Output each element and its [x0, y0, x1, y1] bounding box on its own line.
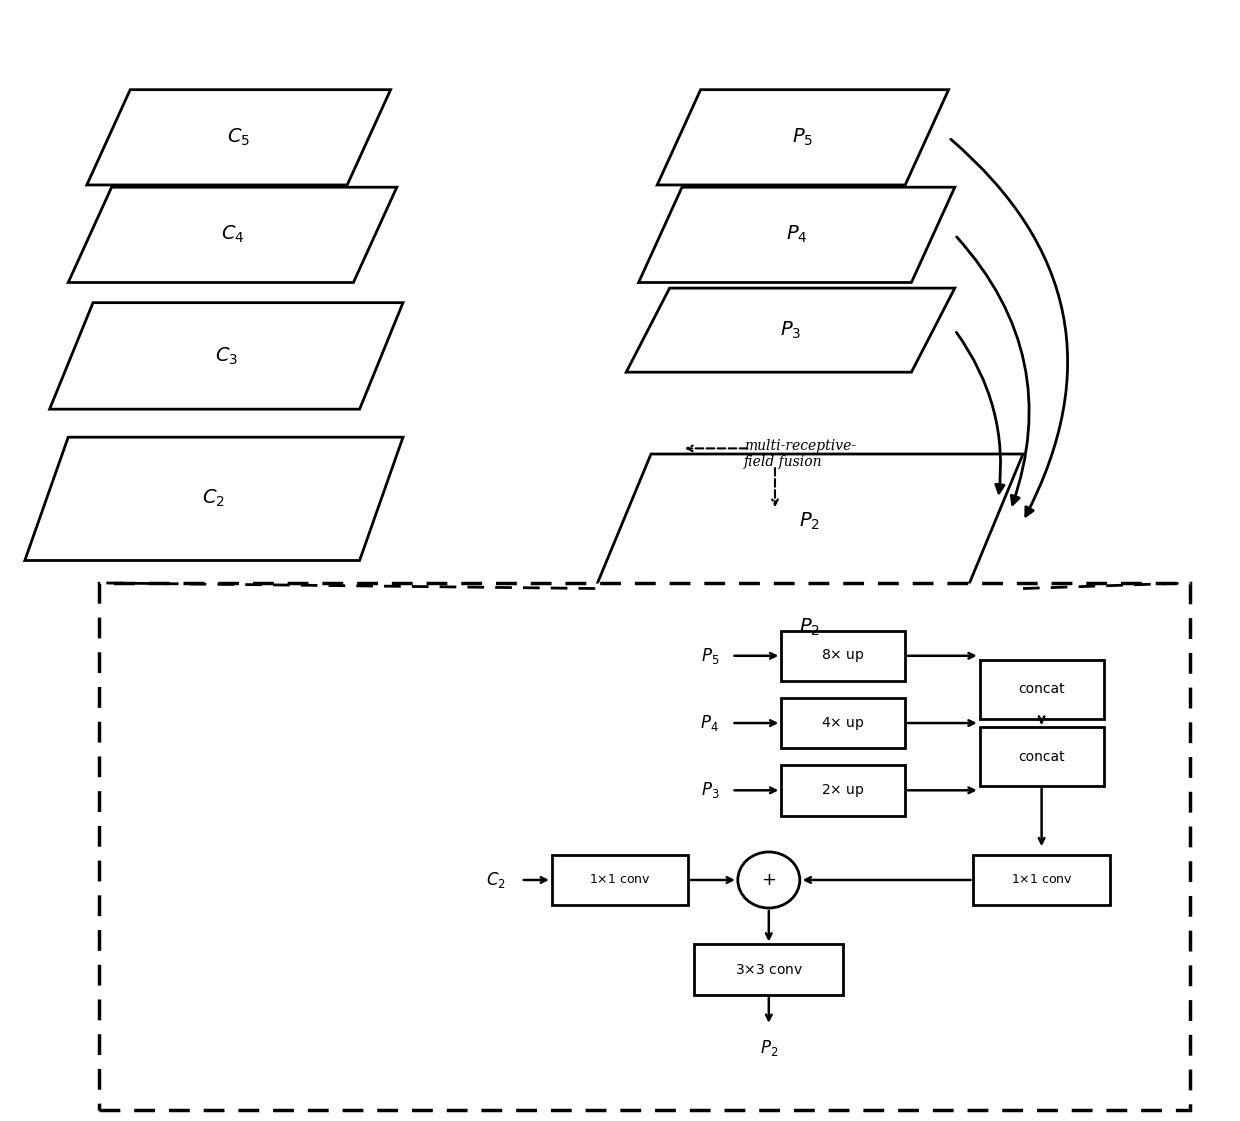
Text: 3$\times$3 conv: 3$\times$3 conv [734, 963, 804, 976]
Polygon shape [68, 187, 397, 282]
Text: 2$\times$ up: 2$\times$ up [821, 781, 866, 799]
FancyArrowPatch shape [957, 237, 1029, 504]
Polygon shape [50, 303, 403, 409]
Text: 8$\times$ up: 8$\times$ up [821, 647, 866, 665]
Text: $C_3$: $C_3$ [215, 345, 238, 367]
Circle shape [738, 852, 800, 908]
FancyBboxPatch shape [781, 630, 905, 682]
Polygon shape [595, 454, 1023, 589]
FancyBboxPatch shape [980, 659, 1104, 720]
FancyBboxPatch shape [694, 944, 843, 995]
FancyBboxPatch shape [99, 583, 1190, 1110]
Polygon shape [657, 90, 949, 185]
Polygon shape [639, 187, 955, 282]
Text: 1$\times$1 conv: 1$\times$1 conv [1011, 873, 1073, 887]
Text: $P_3$: $P_3$ [701, 780, 719, 800]
Text: $C_2$: $C_2$ [486, 870, 506, 890]
Polygon shape [25, 437, 403, 560]
Text: $P_5$: $P_5$ [792, 127, 813, 148]
Text: multi-receptive-
field fusion: multi-receptive- field fusion [744, 439, 856, 469]
Polygon shape [626, 288, 955, 372]
FancyBboxPatch shape [781, 697, 905, 749]
FancyBboxPatch shape [973, 854, 1110, 906]
Text: $P_2$: $P_2$ [799, 510, 820, 532]
Text: 4$\times$ up: 4$\times$ up [821, 714, 866, 732]
FancyBboxPatch shape [980, 728, 1104, 787]
Text: concat: concat [1018, 750, 1065, 763]
Text: $P_2$: $P_2$ [760, 1038, 777, 1058]
Text: $P_2$: $P_2$ [799, 617, 820, 638]
Text: $P_4$: $P_4$ [786, 224, 807, 245]
Text: concat: concat [1018, 683, 1065, 696]
Text: +: + [761, 871, 776, 889]
Polygon shape [87, 90, 391, 185]
Text: $P_3$: $P_3$ [780, 319, 801, 341]
FancyArrowPatch shape [951, 139, 1068, 516]
Text: $C_5$: $C_5$ [227, 127, 250, 148]
Text: $C_2$: $C_2$ [202, 488, 226, 510]
Text: 1$\times$1 conv: 1$\times$1 conv [589, 873, 651, 887]
FancyBboxPatch shape [781, 765, 905, 816]
Text: $C_4$: $C_4$ [221, 224, 244, 245]
FancyArrowPatch shape [956, 333, 1004, 493]
Text: $P_5$: $P_5$ [701, 646, 719, 666]
FancyBboxPatch shape [552, 854, 688, 906]
Text: $P_4$: $P_4$ [701, 713, 719, 733]
